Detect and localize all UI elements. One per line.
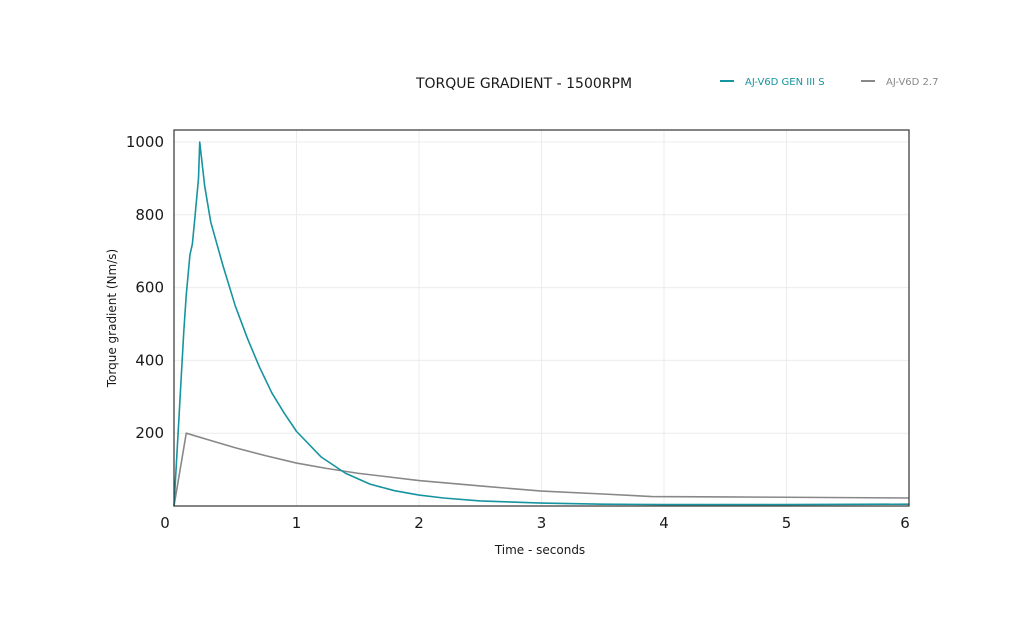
plot-frame [173, 129, 910, 507]
x-tick-label: 6 [900, 514, 910, 532]
y-tick-label: 200 [135, 424, 164, 442]
y-tick-label: 1000 [126, 133, 164, 151]
y-axis-label: Torque gradient (Nm/s) [105, 249, 119, 388]
grid [174, 130, 909, 506]
legend: AJ-V6D GEN III S AJ-V6D 2.7 [720, 77, 938, 88]
legend-label: AJ-V6D GEN III S [745, 77, 825, 88]
chart-title: TORQUE GRADIENT - 1500RPM [415, 76, 632, 92]
x-tick-label: 5 [782, 514, 792, 532]
x-axis-label: Time - seconds [494, 543, 585, 557]
y-tick-label: 800 [135, 206, 164, 224]
y-tick-label: 400 [135, 351, 164, 369]
x-tick-labels: 0 1 2 3 4 5 6 [160, 514, 910, 532]
x-tick-label: 4 [659, 514, 669, 532]
x-tick-label: 1 [292, 514, 302, 532]
x-tick-label: 3 [537, 514, 547, 532]
x-tick-label: 0 [160, 514, 170, 532]
series-lines [173, 141, 910, 507]
series-line-aj-v6d-gen-iii-s [173, 141, 910, 507]
y-tick-labels: 200 400 600 800 1000 [126, 133, 164, 442]
y-tick-label: 600 [135, 279, 164, 297]
legend-label: AJ-V6D 2.7 [886, 77, 938, 88]
series-line-aj-v6d-2-7 [173, 432, 910, 507]
x-tick-label: 2 [414, 514, 424, 532]
